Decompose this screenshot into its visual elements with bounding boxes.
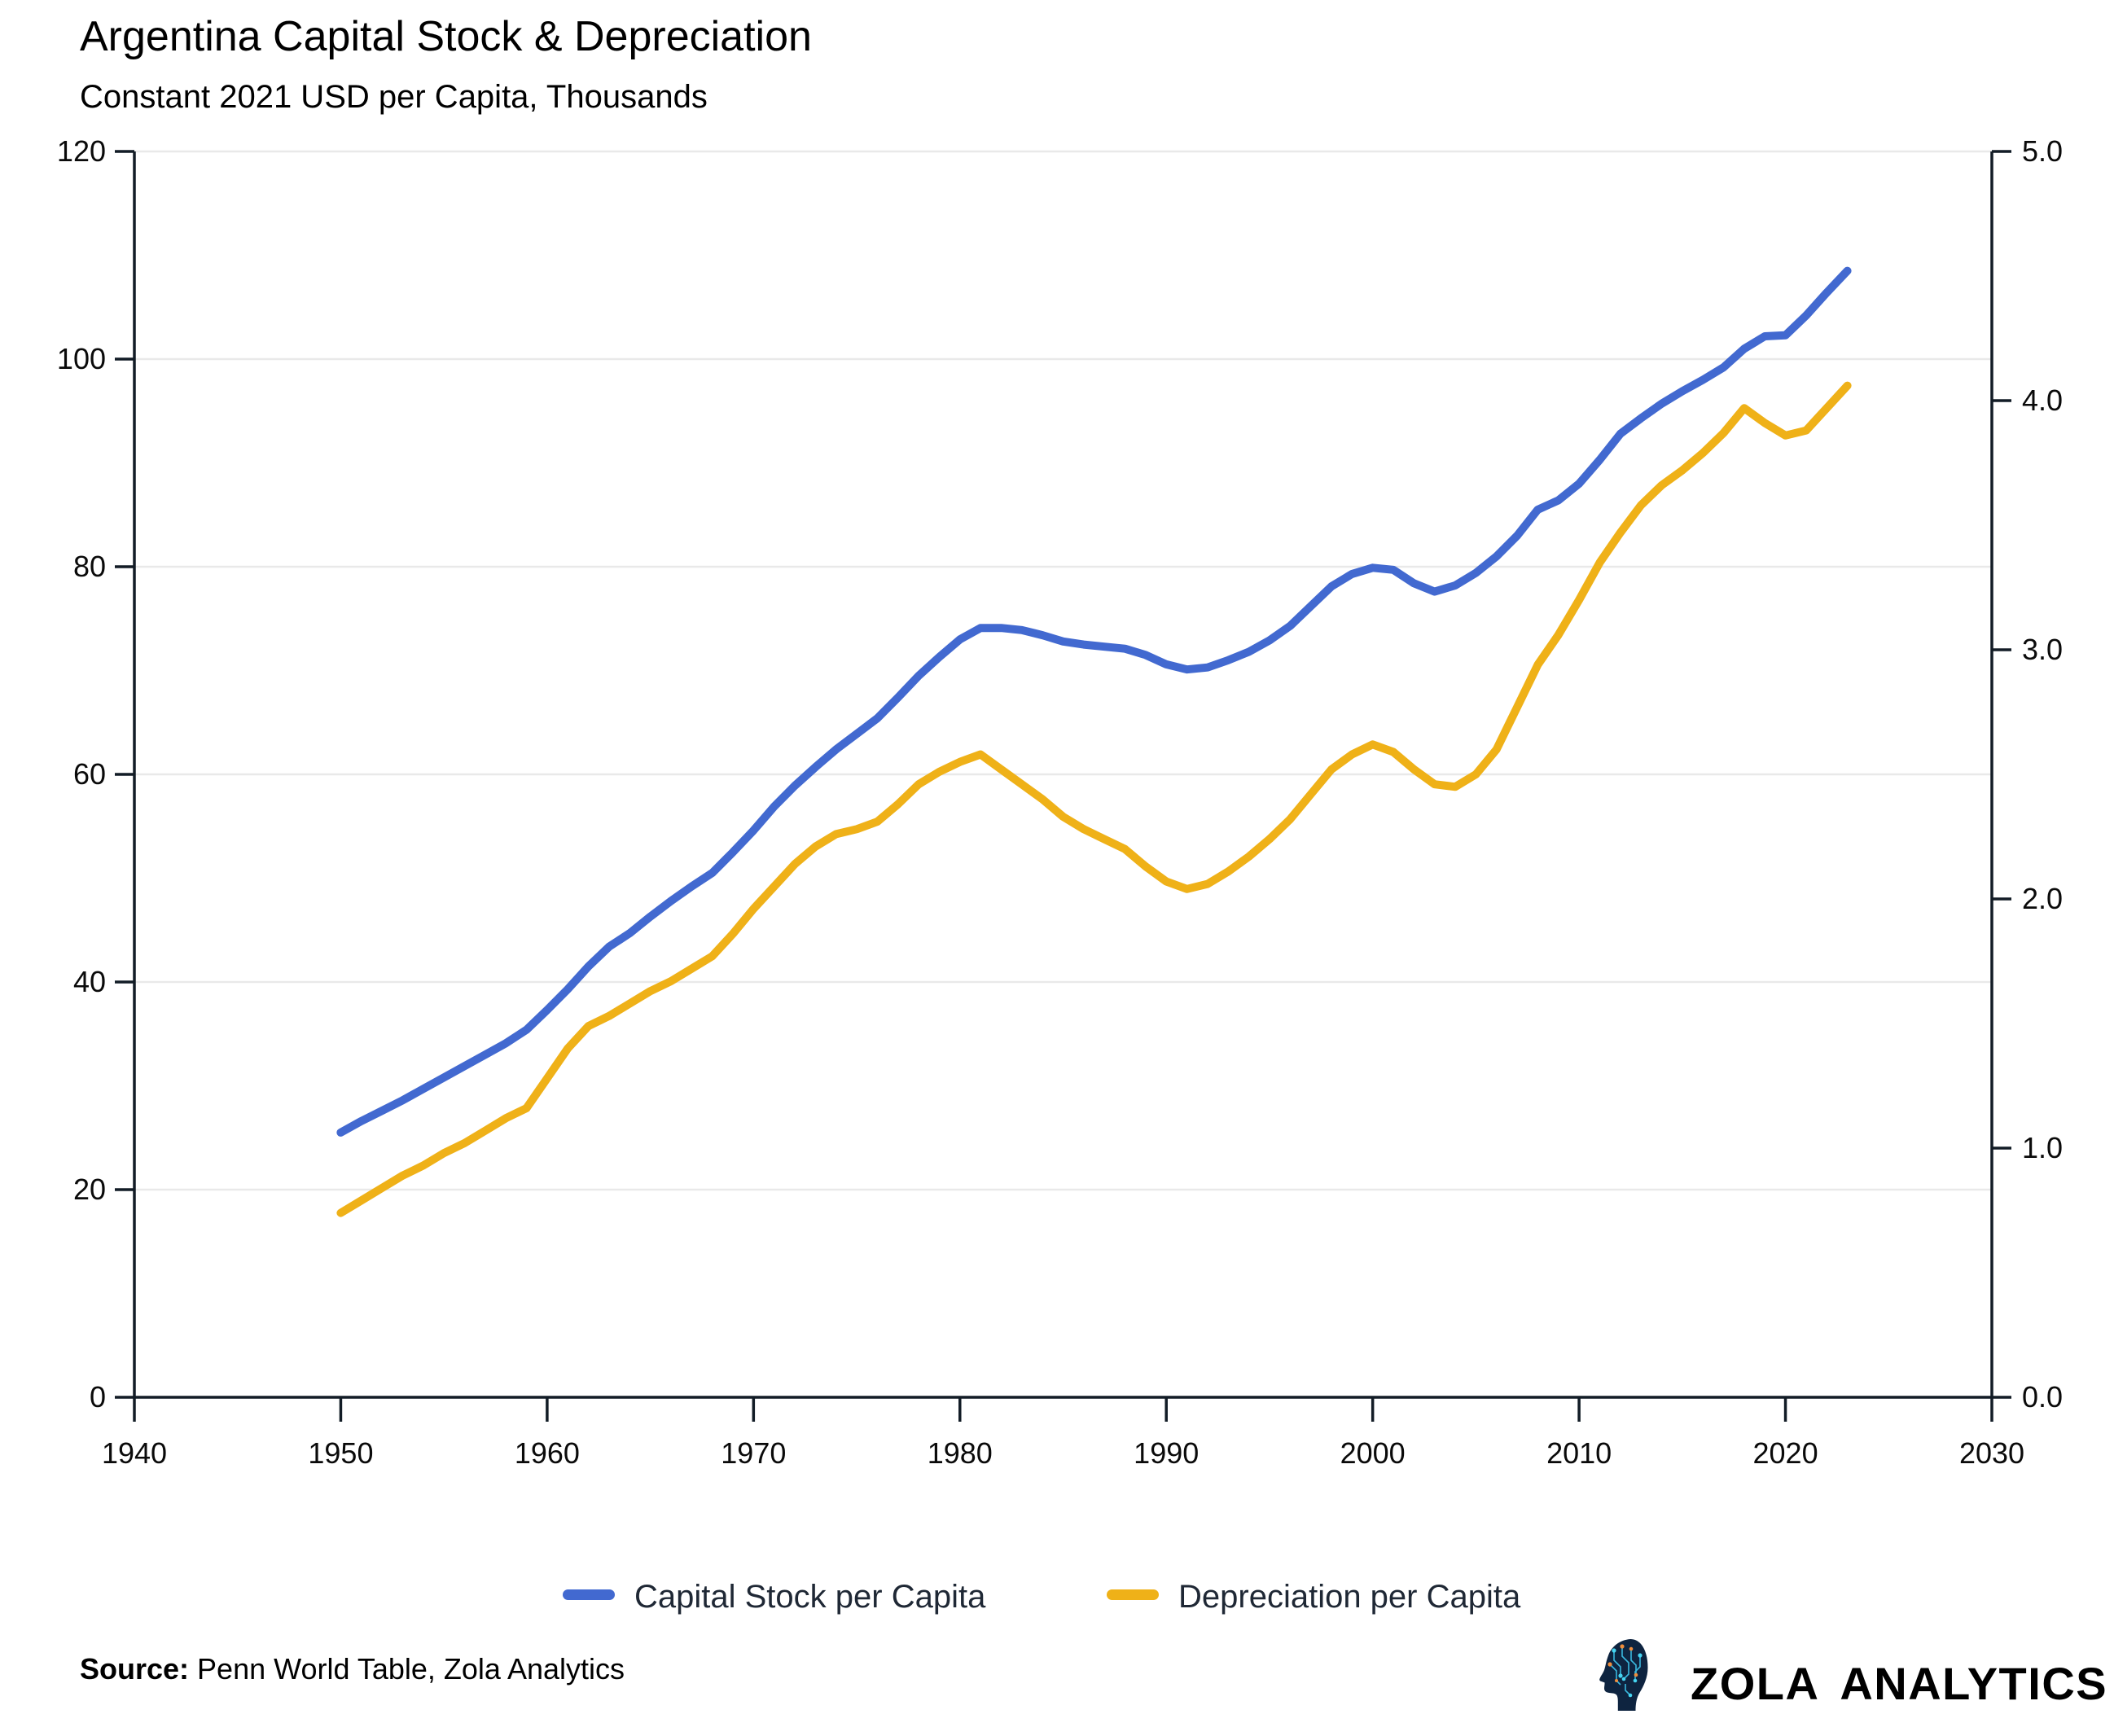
y-right-tick-label: 1.0 [2022, 1131, 2063, 1164]
y-right-tick-label: 2.0 [2022, 882, 2063, 915]
y-left-tick-label: 20 [73, 1173, 106, 1206]
y-right-tick-label: 3.0 [2022, 633, 2063, 666]
x-tick-label: 2030 [1959, 1436, 2024, 1470]
source-note: Source: Penn World Table, Zola Analytics [80, 1652, 625, 1686]
legend: Capital Stock per Capita Depreciation pe… [563, 1579, 1521, 1615]
tick-marks [115, 150, 2011, 1422]
legend-item-capital-stock: Capital Stock per Capita [563, 1579, 986, 1615]
x-tick-label: 1970 [721, 1436, 786, 1470]
y-left-tick-label: 80 [73, 550, 106, 583]
x-tick-label: 2010 [1546, 1436, 1612, 1470]
legend-label-capital-stock: Capital Stock per Capita [634, 1579, 986, 1615]
y-left-tick-label: 120 [57, 134, 106, 168]
x-tick-label: 1940 [102, 1436, 167, 1470]
depreciation-swatch-icon [1107, 1589, 1159, 1600]
gridlines [134, 150, 1992, 1191]
x-tick-label: 1980 [928, 1436, 993, 1470]
legend-label-depreciation: Depreciation per Capita [1178, 1579, 1521, 1615]
tick-labels: 0 20 40 60 80 100 120 0.0 1.0 2.0 3.0 4.0 5.0 1940 195… [57, 134, 2063, 1470]
x-tick-label: 2000 [1340, 1436, 1406, 1470]
legend-item-depreciation: Depreciation per Capita [1107, 1579, 1521, 1615]
brand-logo: ZOLA ANALYTICS [1599, 1639, 2107, 1711]
y-left-tick-label: 0 [90, 1380, 106, 1414]
source-text: Penn World Table, Zola Analytics [189, 1652, 625, 1686]
page-subtitle: Constant 2021 USD per Capita, Thousands [80, 79, 708, 115]
depreciation-line [336, 381, 1852, 1217]
x-tick-label: 1990 [1134, 1436, 1199, 1470]
y-left-tick-label: 100 [57, 342, 106, 375]
capital-stock-line [336, 266, 1852, 1137]
circuit-head-icon [1599, 1639, 1648, 1711]
page-title: Argentina Capital Stock & Depreciation [80, 13, 812, 60]
source-label: Source: [80, 1652, 189, 1686]
y-right-tick-label: 4.0 [2022, 384, 2063, 417]
y-right-tick-label: 5.0 [2022, 134, 2063, 168]
y-right-tick-label: 0.0 [2022, 1380, 2063, 1414]
brand-name: ZOLA ANALYTICS [1691, 1658, 2107, 1709]
x-tick-label: 1950 [308, 1436, 373, 1470]
x-tick-label: 2020 [1753, 1436, 1818, 1470]
x-tick-label: 1960 [515, 1436, 580, 1470]
capital-stock-swatch-icon [563, 1589, 615, 1600]
y-left-tick-label: 60 [73, 757, 106, 791]
y-left-tick-label: 40 [73, 965, 106, 998]
